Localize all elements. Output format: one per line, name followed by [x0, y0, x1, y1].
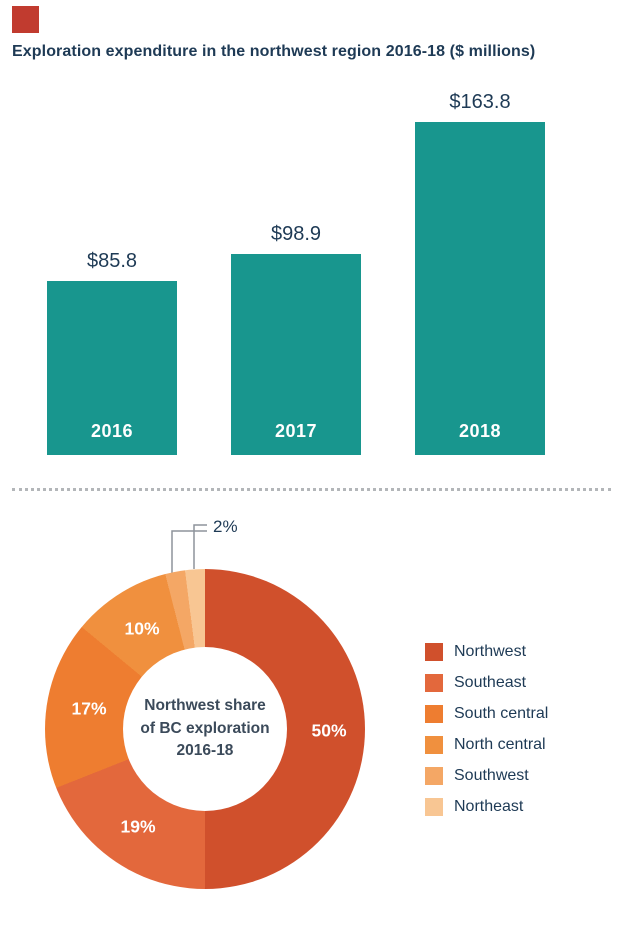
page-title: Exploration expenditure in the northwest… — [12, 43, 536, 60]
bar-value-label: $163.8 — [449, 91, 511, 113]
center-line-2: of BC exploration — [140, 719, 270, 737]
legend-swatch — [425, 798, 443, 816]
legend-item: South central — [425, 705, 548, 723]
bar: 2016 — [47, 281, 177, 455]
callout-leader-lines — [171, 524, 207, 573]
legend-item: Southwest — [425, 767, 548, 785]
legend-label: Southwest — [454, 767, 529, 784]
bar-column: $85.8 2016 — [47, 250, 177, 455]
donut-hole — [123, 647, 287, 811]
bar-column: $98.9 2017 — [231, 223, 361, 455]
legend-swatch — [425, 674, 443, 692]
legend-swatch — [425, 767, 443, 785]
slice-label-southeast: 19% — [120, 816, 156, 837]
legend-label: Northwest — [454, 643, 527, 660]
legend-label: North central — [454, 736, 546, 753]
center-line-3: 2016-18 — [176, 742, 234, 760]
legend-label: Southeast — [454, 674, 527, 691]
donut-center-label: Northwest share of BC exploration 2016-1… — [115, 639, 295, 819]
legend-swatch — [425, 705, 443, 723]
header — [0, 0, 623, 33]
legend-item: Northeast — [425, 798, 548, 816]
legend-swatch — [425, 736, 443, 754]
bar-value-label: $85.8 — [86, 250, 138, 272]
logo-mark — [12, 6, 39, 33]
donut-section: 2% 50% 19% 17% 10% Northwest share of BC… — [0, 491, 623, 941]
bar: 2017 — [231, 254, 361, 455]
bar-chart: $85.8 2016 $98.9 2017 $163.8 2018 — [0, 91, 623, 455]
bar-category-label: 2017 — [274, 421, 318, 441]
dotted-divider — [12, 488, 611, 491]
slice-label-north-central: 10% — [124, 618, 160, 639]
bar-column: $163.8 2018 — [415, 91, 545, 455]
bar-category-label: 2018 — [458, 421, 502, 441]
legend-item: Southeast — [425, 674, 548, 692]
bar-category-label: 2016 — [90, 421, 134, 441]
donut-ring: 50% 19% 17% 10% Northwest share of BC ex… — [45, 569, 365, 889]
legend-item: Northwest — [425, 643, 548, 661]
donut-chart: 2% 50% 19% 17% 10% Northwest share of BC… — [45, 517, 365, 889]
slice-label-northwest: 50% — [311, 720, 347, 741]
center-line-1: Northwest share — [144, 697, 266, 715]
callout-label: 2% — [213, 517, 238, 536]
bar: 2018 — [415, 122, 545, 455]
legend-label: Northeast — [454, 798, 524, 815]
legend-label: South central — [454, 705, 549, 722]
slice-label-south-central: 17% — [71, 698, 107, 719]
legend-item: North central — [425, 736, 548, 754]
bar-value-label: $98.9 — [270, 223, 322, 245]
legend-swatch — [425, 643, 443, 661]
legend: Northwest Southeast South central North … — [425, 643, 548, 829]
